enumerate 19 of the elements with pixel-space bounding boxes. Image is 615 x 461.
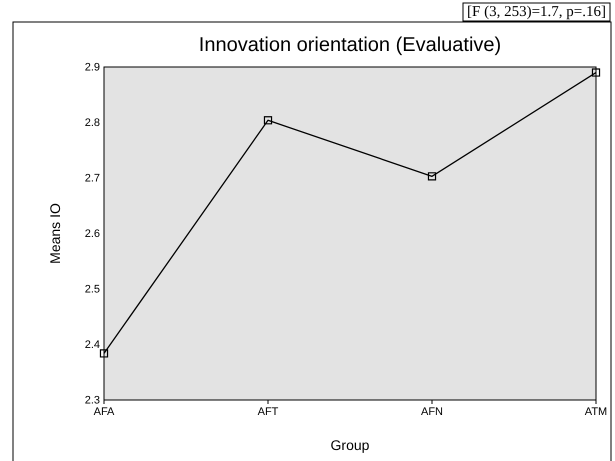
chart-title: Innovation orientation (Evaluative) — [198, 34, 502, 56]
y-tick-label: 2.7 — [84, 172, 100, 185]
point — [100, 349, 108, 358]
x-tick-label: AFT — [258, 406, 279, 418]
y-tick-label: 2.3 — [84, 394, 100, 407]
point — [428, 172, 436, 180]
y-tick-label: 2.4 — [84, 339, 100, 352]
x-tick-label: AFA — [94, 406, 116, 418]
x-axis-title: Group — [330, 437, 370, 453]
point — [264, 116, 272, 124]
y-tick-label: 2.9 — [84, 62, 100, 74]
x-tick-label: AFN — [421, 406, 444, 418]
y-tick-label: 2.6 — [84, 228, 100, 240]
x-tick-label: ATM — [584, 406, 608, 418]
y-tick-label: 2.5 — [84, 284, 100, 296]
y-axis-title: Means IO — [47, 203, 63, 264]
y-tick-label: 2.8 — [84, 117, 100, 130]
point — [592, 68, 600, 77]
text: [F (3, 253)=1.7, p=.16] — [467, 4, 606, 20]
